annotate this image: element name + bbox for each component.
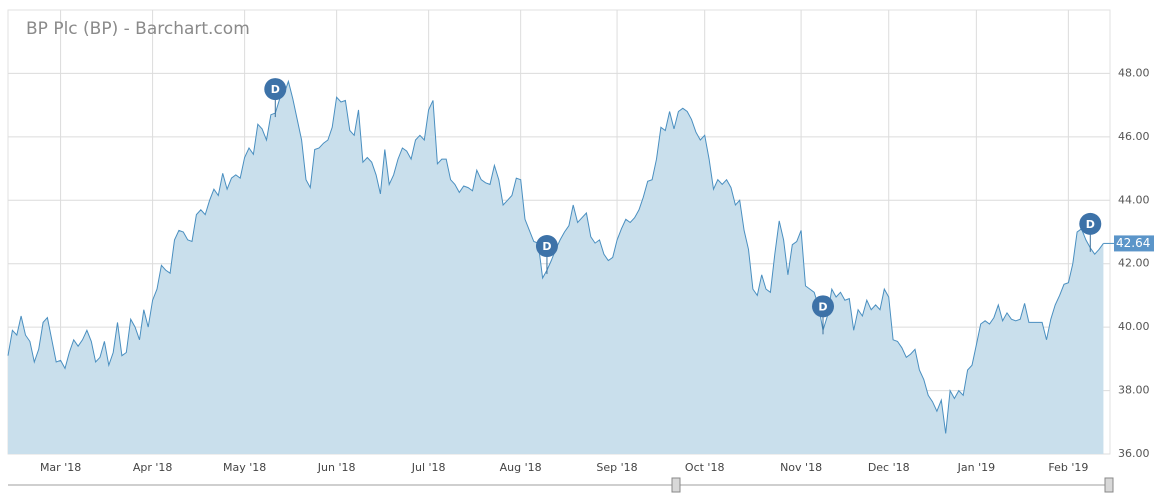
x-tick-label: Jun '18 [317, 461, 356, 474]
chart-title: BP Plc (BP) - Barchart.com [26, 19, 250, 39]
dividend-label: D [271, 83, 280, 96]
x-tick-label: Jul '18 [411, 461, 446, 474]
y-tick-label: 36.00 [1118, 447, 1150, 460]
plot: D D D D [7, 78, 1104, 455]
navigator-handle[interactable] [671, 477, 681, 493]
y-tick-label: 46.00 [1118, 130, 1150, 143]
last-price-box [1114, 235, 1154, 252]
navigator-handle[interactable] [1104, 477, 1114, 493]
y-tick-label: 38.00 [1118, 384, 1150, 397]
y-tick-label: 48.00 [1118, 66, 1150, 79]
y-tick-label: 40.00 [1118, 320, 1150, 333]
x-tick-label: Nov '18 [780, 461, 822, 474]
x-tick-label: Mar '18 [40, 461, 81, 474]
dividend-marker [811, 295, 834, 318]
dividend-label: D [542, 240, 551, 253]
area [8, 81, 1104, 455]
x-tick-label: Dec '18 [868, 461, 910, 474]
x-tick-label: Jan '19 [957, 461, 995, 474]
x-tick-label: Aug '18 [500, 461, 542, 474]
dividend-label: D [1086, 218, 1095, 231]
dividend-label: D [818, 300, 827, 313]
x-tick-label: May '18 [223, 461, 266, 474]
last-price-label: 42.64 [1116, 236, 1150, 250]
dividend-marker [264, 78, 287, 101]
x-tick-label: Sep '18 [596, 461, 637, 474]
x-tick-label: Oct '18 [685, 461, 725, 474]
dividend-marker [535, 235, 558, 258]
y-tick-label: 44.00 [1118, 193, 1150, 206]
y-tick-label: 42.00 [1118, 257, 1150, 270]
dividend-marker [1079, 212, 1102, 235]
x-tick-label: Apr '18 [133, 461, 173, 474]
x-tick-label: Feb '19 [1048, 461, 1088, 474]
